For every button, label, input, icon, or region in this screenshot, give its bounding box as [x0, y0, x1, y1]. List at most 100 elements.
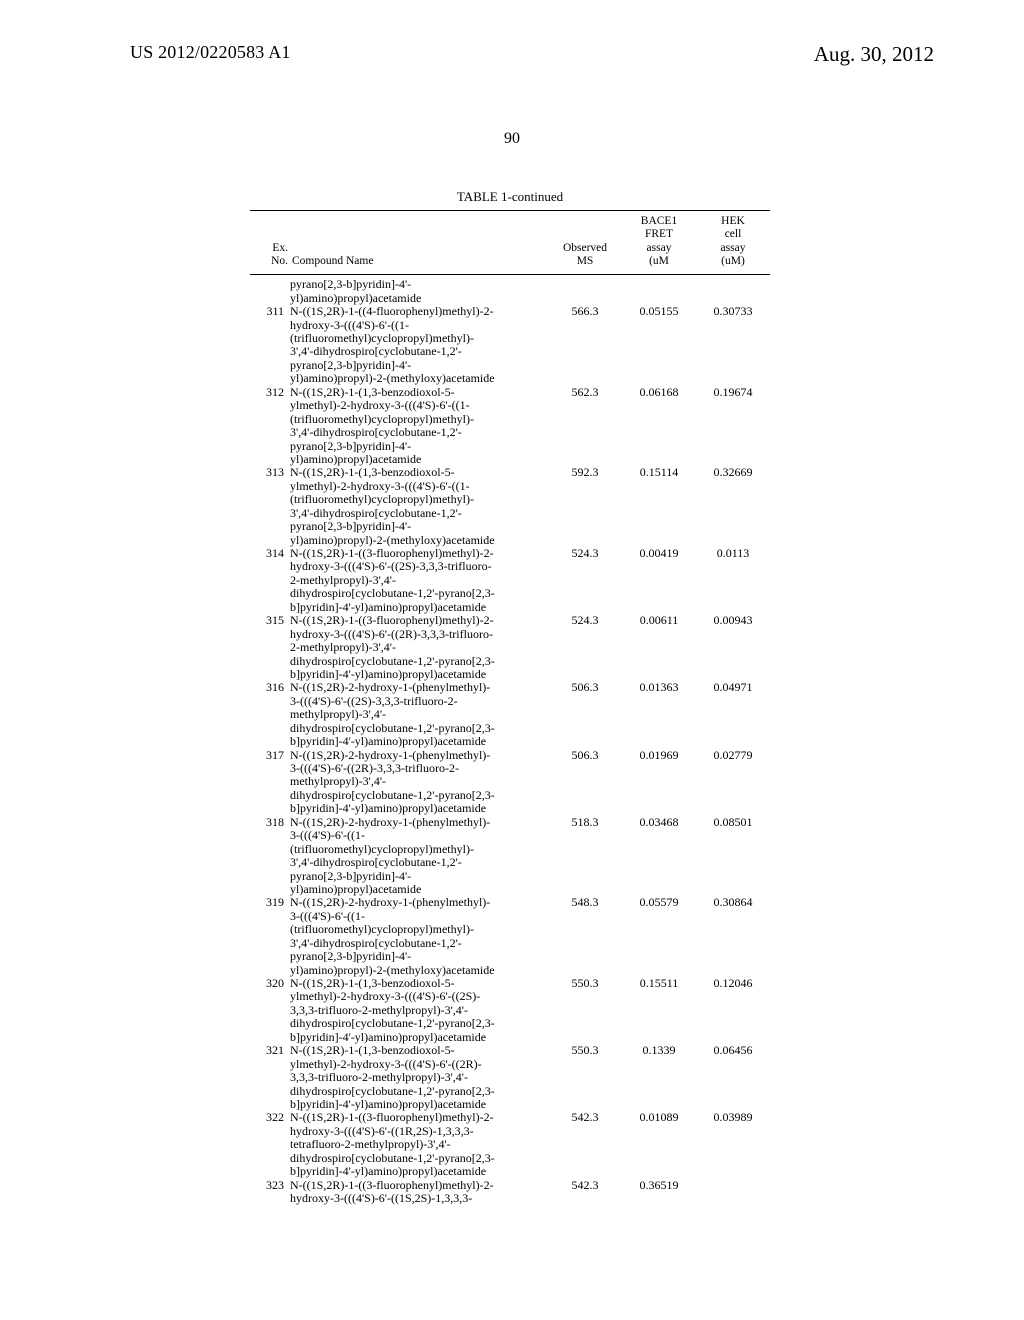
compound-name: N-((1S,2R)-1-((3-fluorophenyl)methyl)-2-… — [290, 614, 548, 681]
ms-cell: 592.3 — [548, 466, 622, 547]
exno-cell — [250, 278, 290, 305]
compound-name-line: 3',4'-dihydrospiro[cyclobutane-1,2'- — [290, 426, 544, 439]
ms-cell: 524.3 — [548, 547, 622, 614]
ms-cell: 550.3 — [548, 977, 622, 1044]
exno-cell: 312 — [250, 386, 290, 467]
table-title: TABLE 1-continued — [250, 190, 770, 205]
compound-name-line: 3',4'-dihydrospiro[cyclobutane-1,2'- — [290, 856, 544, 869]
ms-cell: 542.3 — [548, 1179, 622, 1206]
compound-name-line: N-((1S,2R)-1-((3-fluorophenyl)methyl)-2- — [290, 1111, 544, 1124]
compound-name-line: N-((1S,2R)-1-(1,3-benzodioxol-5- — [290, 466, 544, 479]
compound-name-line: yl)amino)propyl)-2-(methyloxy)acetamide — [290, 372, 544, 385]
col-hek: HEKcellassay(uM) — [696, 210, 770, 274]
ms-cell: 506.3 — [548, 681, 622, 748]
compound-name-line: yl)amino)propyl)-2-(methyloxy)acetamide — [290, 534, 544, 547]
data-table: Ex.No. Compound Name ObservedMS BACE1FRE… — [250, 210, 770, 1206]
fret-cell: 0.01089 — [622, 1111, 696, 1178]
compound-name-line: 3',4'-dihydrospiro[cyclobutane-1,2'- — [290, 937, 544, 950]
compound-name-line: ylmethyl)-2-hydroxy-3-(((4'S)-6'-((2R)- — [290, 1058, 544, 1071]
compound-name-line: tetrafluoro-2-methylpropyl)-3',4'- — [290, 1138, 544, 1151]
table-row: 318N-((1S,2R)-2-hydroxy-1-(phenylmethyl)… — [250, 816, 770, 897]
compound-name-line: hydroxy-3-(((4'S)-6'-((2S)-3,3,3-trifluo… — [290, 560, 544, 573]
ms-cell: 548.3 — [548, 896, 622, 977]
compound-name-line: 3',4'-dihydrospiro[cyclobutane-1,2'- — [290, 345, 544, 358]
header-pubnum: US 2012/0220583 A1 — [130, 42, 291, 63]
compound-name-line: dihydrospiro[cyclobutane-1,2'-pyrano[2,3… — [290, 1017, 544, 1030]
compound-name-line: yl)amino)propyl)acetamide — [290, 883, 544, 896]
compound-name: N-((1S,2R)-1-(1,3-benzodioxol-5-ylmethyl… — [290, 466, 548, 547]
compound-name-line: b]pyridin]-4'-yl)amino)propyl)acetamide — [290, 802, 544, 815]
compound-name-line: pyrano[2,3-b]pyridin]-4'- — [290, 278, 544, 291]
compound-name-line: N-((1S,2R)-2-hydroxy-1-(phenylmethyl)- — [290, 896, 544, 909]
hek-cell: 0.04971 — [696, 681, 770, 748]
compound-name-line: (trifluoromethyl)cyclopropyl)methyl)- — [290, 843, 544, 856]
compound-name: N-((1S,2R)-2-hydroxy-1-(phenylmethyl)-3-… — [290, 816, 548, 897]
table-row: 312N-((1S,2R)-1-(1,3-benzodioxol-5-ylmet… — [250, 386, 770, 467]
compound-name-line: hydroxy-3-(((4'S)-6'-((1S,2S)-1,3,3,3- — [290, 1192, 544, 1205]
compound-name-line: b]pyridin]-4'-yl)amino)propyl)acetamide — [290, 1098, 544, 1111]
col-name: Compound Name — [290, 210, 548, 274]
table-row: 319N-((1S,2R)-2-hydroxy-1-(phenylmethyl)… — [250, 896, 770, 977]
hek-cell — [696, 1179, 770, 1206]
table-row: 315N-((1S,2R)-1-((3-fluorophenyl)methyl)… — [250, 614, 770, 681]
compound-name-line: N-((1S,2R)-1-((3-fluorophenyl)methyl)-2- — [290, 1179, 544, 1192]
table-row: 317N-((1S,2R)-2-hydroxy-1-(phenylmethyl)… — [250, 749, 770, 816]
compound-name-line: methylpropyl)-3',4'- — [290, 708, 544, 721]
compound-name-line: N-((1S,2R)-2-hydroxy-1-(phenylmethyl)- — [290, 681, 544, 694]
compound-name: N-((1S,2R)-1-((3-fluorophenyl)methyl)-2-… — [290, 1179, 548, 1206]
compound-name-line: b]pyridin]-4'-yl)amino)propyl)acetamide — [290, 668, 544, 681]
exno-cell: 321 — [250, 1044, 290, 1111]
table-row: 322N-((1S,2R)-1-((3-fluorophenyl)methyl)… — [250, 1111, 770, 1178]
hek-cell: 0.12046 — [696, 977, 770, 1044]
compound-name-line: 3-(((4'S)-6'-((2S)-3,3,3-trifluoro-2- — [290, 695, 544, 708]
ms-cell: 518.3 — [548, 816, 622, 897]
compound-name-line: 3-(((4'S)-6'-((2R)-3,3,3-trifluoro-2- — [290, 762, 544, 775]
hek-cell: 0.19674 — [696, 386, 770, 467]
compound-name-line: (trifluoromethyl)cyclopropyl)methyl)- — [290, 413, 544, 426]
compound-name: N-((1S,2R)-2-hydroxy-1-(phenylmethyl)-3-… — [290, 681, 548, 748]
compound-table: TABLE 1-continued Ex.No. Compound Name O… — [250, 190, 770, 1205]
hek-cell: 0.30733 — [696, 305, 770, 386]
exno-cell: 314 — [250, 547, 290, 614]
compound-name-line: methylpropyl)-3',4'- — [290, 775, 544, 788]
fret-cell — [622, 278, 696, 305]
col-exno-l1: Ex.No. — [271, 242, 288, 268]
hek-cell: 0.06456 — [696, 1044, 770, 1111]
header-date: Aug. 30, 2012 — [814, 42, 934, 67]
compound-name-line: N-((1S,2R)-1-(1,3-benzodioxol-5- — [290, 977, 544, 990]
compound-name-line: dihydrospiro[cyclobutane-1,2'-pyrano[2,3… — [290, 1152, 544, 1165]
compound-name-line: yl)amino)propyl)-2-(methyloxy)acetamide — [290, 964, 544, 977]
ms-cell: 542.3 — [548, 1111, 622, 1178]
compound-name-line: ylmethyl)-2-hydroxy-3-(((4'S)-6'-((1- — [290, 399, 544, 412]
fret-cell: 0.1339 — [622, 1044, 696, 1111]
ms-cell: 562.3 — [548, 386, 622, 467]
table-row: 314N-((1S,2R)-1-((3-fluorophenyl)methyl)… — [250, 547, 770, 614]
compound-name: N-((1S,2R)-1-((3-fluorophenyl)methyl)-2-… — [290, 1111, 548, 1178]
exno-cell: 323 — [250, 1179, 290, 1206]
fret-cell: 0.01969 — [622, 749, 696, 816]
table-row: pyrano[2,3-b]pyridin]-4'-yl)amino)propyl… — [250, 278, 770, 305]
compound-name: N-((1S,2R)-1-(1,3-benzodioxol-5-ylmethyl… — [290, 1044, 548, 1111]
page-number: 90 — [0, 130, 1024, 148]
exno-cell: 311 — [250, 305, 290, 386]
exno-cell: 318 — [250, 816, 290, 897]
page: US 2012/0220583 A1 Aug. 30, 2012 90 TABL… — [0, 0, 1024, 1320]
compound-name: N-((1S,2R)-2-hydroxy-1-(phenylmethyl)-3-… — [290, 896, 548, 977]
fret-cell: 0.15511 — [622, 977, 696, 1044]
compound-name-line: 3',4'-dihydrospiro[cyclobutane-1,2'- — [290, 507, 544, 520]
compound-name-line: N-((1S,2R)-1-(1,3-benzodioxol-5- — [290, 1044, 544, 1057]
hek-cell — [696, 278, 770, 305]
compound-name-line: pyrano[2,3-b]pyridin]-4'- — [290, 359, 544, 372]
compound-name: N-((1S,2R)-2-hydroxy-1-(phenylmethyl)-3-… — [290, 749, 548, 816]
table-row: 323N-((1S,2R)-1-((3-fluorophenyl)methyl)… — [250, 1179, 770, 1206]
compound-name-line: yl)amino)propyl)acetamide — [290, 453, 544, 466]
compound-name-line: ylmethyl)-2-hydroxy-3-(((4'S)-6'-((1- — [290, 480, 544, 493]
table-row: 311N-((1S,2R)-1-((4-fluorophenyl)methyl)… — [250, 305, 770, 386]
compound-name: N-((1S,2R)-1-((3-fluorophenyl)methyl)-2-… — [290, 547, 548, 614]
hek-cell: 0.03989 — [696, 1111, 770, 1178]
table-row: 313N-((1S,2R)-1-(1,3-benzodioxol-5-ylmet… — [250, 466, 770, 547]
compound-name-line: N-((1S,2R)-1-(1,3-benzodioxol-5- — [290, 386, 544, 399]
col-ms-l1: ObservedMS — [563, 242, 607, 268]
compound-name-line: hydroxy-3-(((4'S)-6'-((1R,2S)-1,3,3,3- — [290, 1125, 544, 1138]
compound-name-line: pyrano[2,3-b]pyridin]-4'- — [290, 950, 544, 963]
